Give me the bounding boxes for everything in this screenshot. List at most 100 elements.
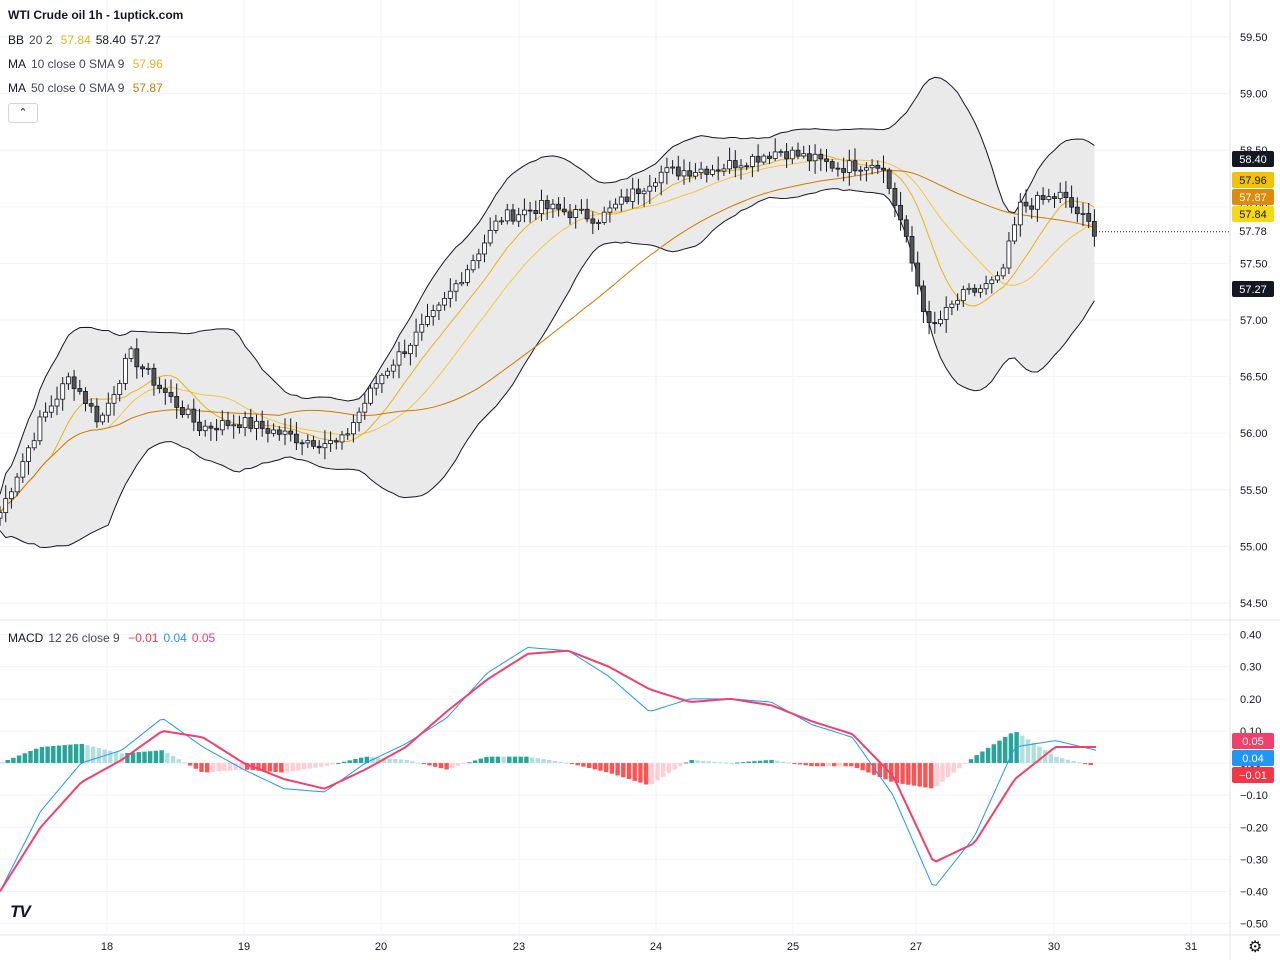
candle-body[interactable] [744, 165, 750, 168]
candle-body[interactable] [527, 209, 533, 212]
candle-body[interactable] [31, 440, 37, 449]
candle-body[interactable] [573, 209, 579, 218]
candle-body[interactable] [995, 275, 1000, 281]
candle-body[interactable] [641, 190, 647, 195]
candle-body[interactable] [955, 300, 960, 305]
candle-body[interactable] [499, 220, 505, 223]
candle-body[interactable] [978, 288, 983, 293]
candle-body[interactable] [20, 461, 26, 478]
candle-body[interactable] [687, 170, 693, 177]
candle-body[interactable] [322, 443, 328, 449]
candle-body[interactable] [231, 424, 237, 427]
candle-body[interactable] [265, 428, 271, 434]
candle-body[interactable] [710, 169, 715, 175]
candle-body[interactable] [396, 351, 402, 366]
candle-body[interactable] [305, 440, 311, 444]
candle-body[interactable] [487, 230, 493, 244]
candle-body[interactable] [567, 211, 573, 218]
candle-body[interactable] [624, 196, 630, 202]
candle-body[interactable] [864, 167, 869, 171]
candle-body[interactable] [48, 405, 54, 413]
candle-body[interactable] [1006, 240, 1012, 269]
tradingview-logo[interactable]: TV [10, 902, 31, 921]
candle-body[interactable] [191, 408, 197, 423]
candle-body[interactable] [379, 374, 385, 385]
legend-ma10[interactable]: MA 10 close 0 SMA 9 57.96 [8, 57, 168, 71]
candle-body[interactable] [596, 222, 601, 224]
candle-body[interactable] [807, 153, 812, 162]
candle-body[interactable] [1046, 196, 1052, 200]
candle-body[interactable] [647, 185, 653, 192]
candle-body[interactable] [727, 160, 732, 170]
candle-body[interactable] [921, 285, 926, 312]
candle-body[interactable] [556, 203, 561, 210]
candle-body[interactable] [504, 209, 510, 222]
legend-ma50[interactable]: MA 50 close 0 SMA 9 57.87 [8, 81, 168, 95]
candle-body[interactable] [607, 207, 613, 213]
candle-body[interactable] [812, 153, 818, 162]
candle-body[interactable] [693, 172, 698, 177]
candle-body[interactable] [579, 208, 584, 211]
candle-body[interactable] [618, 196, 624, 205]
candle-body[interactable] [824, 158, 829, 162]
candle-body[interactable] [407, 344, 413, 355]
candle-body[interactable] [60, 383, 66, 400]
candle-body[interactable] [413, 331, 419, 346]
candle-body[interactable] [1000, 267, 1006, 277]
candle-body[interactable] [898, 204, 903, 221]
candle-body[interactable] [54, 398, 60, 407]
candle-body[interactable] [8, 491, 14, 500]
candle-body[interactable] [436, 304, 442, 311]
candle-body[interactable] [932, 322, 938, 325]
candle-body[interactable] [26, 447, 31, 462]
candle-body[interactable] [151, 367, 157, 386]
candle-body[interactable] [476, 253, 482, 262]
candle-body[interactable] [105, 402, 111, 416]
candle-body[interactable] [943, 307, 949, 320]
candle-body[interactable] [1029, 205, 1035, 210]
candle-body[interactable] [761, 155, 767, 163]
candle-body[interactable] [772, 151, 778, 159]
candle-body[interactable] [732, 160, 738, 169]
candle-body[interactable] [664, 167, 670, 173]
candle-body[interactable] [282, 430, 288, 435]
candle-body[interactable] [533, 210, 539, 214]
candle-body[interactable] [356, 411, 362, 423]
candle-body[interactable] [271, 429, 277, 434]
candle-body[interactable] [1035, 195, 1040, 210]
candle-body[interactable] [653, 182, 658, 187]
candle-body[interactable] [858, 169, 864, 172]
candle-body[interactable] [242, 417, 248, 429]
candle-body[interactable] [293, 433, 299, 444]
candle-body[interactable] [174, 396, 180, 408]
candlestick-series[interactable] [0, 138, 1230, 526]
candle-body[interactable] [938, 319, 943, 325]
candle-body[interactable] [276, 429, 282, 435]
candle-body[interactable] [715, 169, 721, 172]
candle-body[interactable] [482, 242, 487, 255]
candle-body[interactable] [202, 425, 208, 432]
candle-body[interactable] [875, 164, 881, 169]
candle-body[interactable] [960, 289, 966, 302]
legend-collapse-button[interactable]: ⌃ [8, 103, 38, 123]
candle-body[interactable] [43, 411, 48, 418]
candle-body[interactable] [698, 168, 704, 173]
candle-body[interactable] [254, 420, 259, 429]
candle-body[interactable] [584, 208, 590, 220]
candle-body[interactable] [966, 287, 972, 291]
candle-body[interactable] [1092, 220, 1097, 237]
candle-body[interactable] [447, 290, 453, 299]
candle-body[interactable] [755, 155, 761, 163]
candle-body[interactable] [117, 382, 123, 395]
gear-icon[interactable]: ⚙ [1248, 939, 1263, 956]
candle-body[interactable] [721, 168, 727, 172]
candle-body[interactable] [1017, 201, 1023, 226]
candle-body[interactable] [972, 287, 978, 293]
candle-body[interactable] [77, 388, 83, 392]
candle-body[interactable] [350, 422, 356, 435]
candle-body[interactable] [339, 434, 345, 443]
candle-body[interactable] [1052, 196, 1057, 199]
candle-body[interactable] [539, 200, 544, 214]
candle-body[interactable] [225, 420, 231, 426]
